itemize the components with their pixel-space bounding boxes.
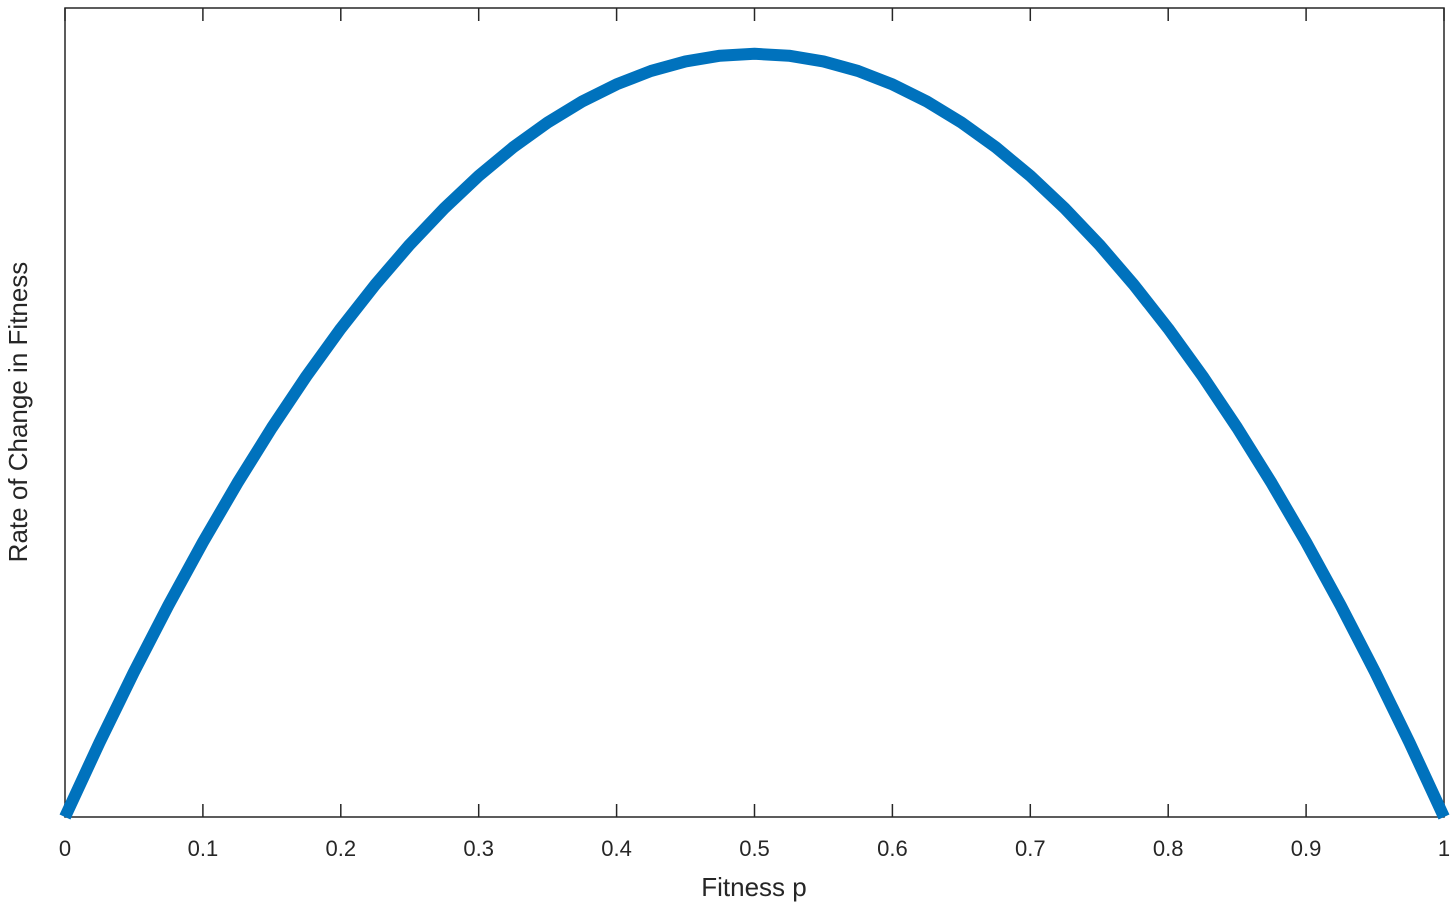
data-line bbox=[59, 47, 1450, 820]
x-tick-label: 0.3 bbox=[463, 836, 494, 861]
x-tick-label: 0.9 bbox=[1291, 836, 1322, 861]
x-tick-label: 0.7 bbox=[1015, 836, 1046, 861]
plot-frame bbox=[64, 7, 1445, 818]
x-tick-label: 0.5 bbox=[739, 836, 770, 861]
x-tick-label: 0 bbox=[59, 836, 71, 861]
x-tick-label: 0.1 bbox=[188, 836, 219, 861]
x-tick-label: 0.2 bbox=[326, 836, 357, 861]
x-axis-label: Fitness p bbox=[701, 872, 807, 902]
x-tick-label: 0.4 bbox=[601, 836, 632, 861]
x-tick-label: 1 bbox=[1438, 836, 1450, 861]
x-tick-label: 0.8 bbox=[1153, 836, 1184, 861]
x-tick-label: 0.6 bbox=[877, 836, 908, 861]
y-axis-label: Rate of Change in Fitness bbox=[3, 262, 33, 563]
